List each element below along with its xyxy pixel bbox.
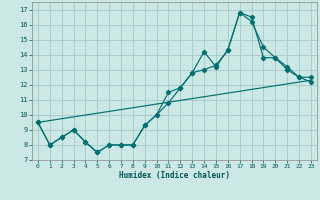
X-axis label: Humidex (Indice chaleur): Humidex (Indice chaleur) bbox=[119, 171, 230, 180]
